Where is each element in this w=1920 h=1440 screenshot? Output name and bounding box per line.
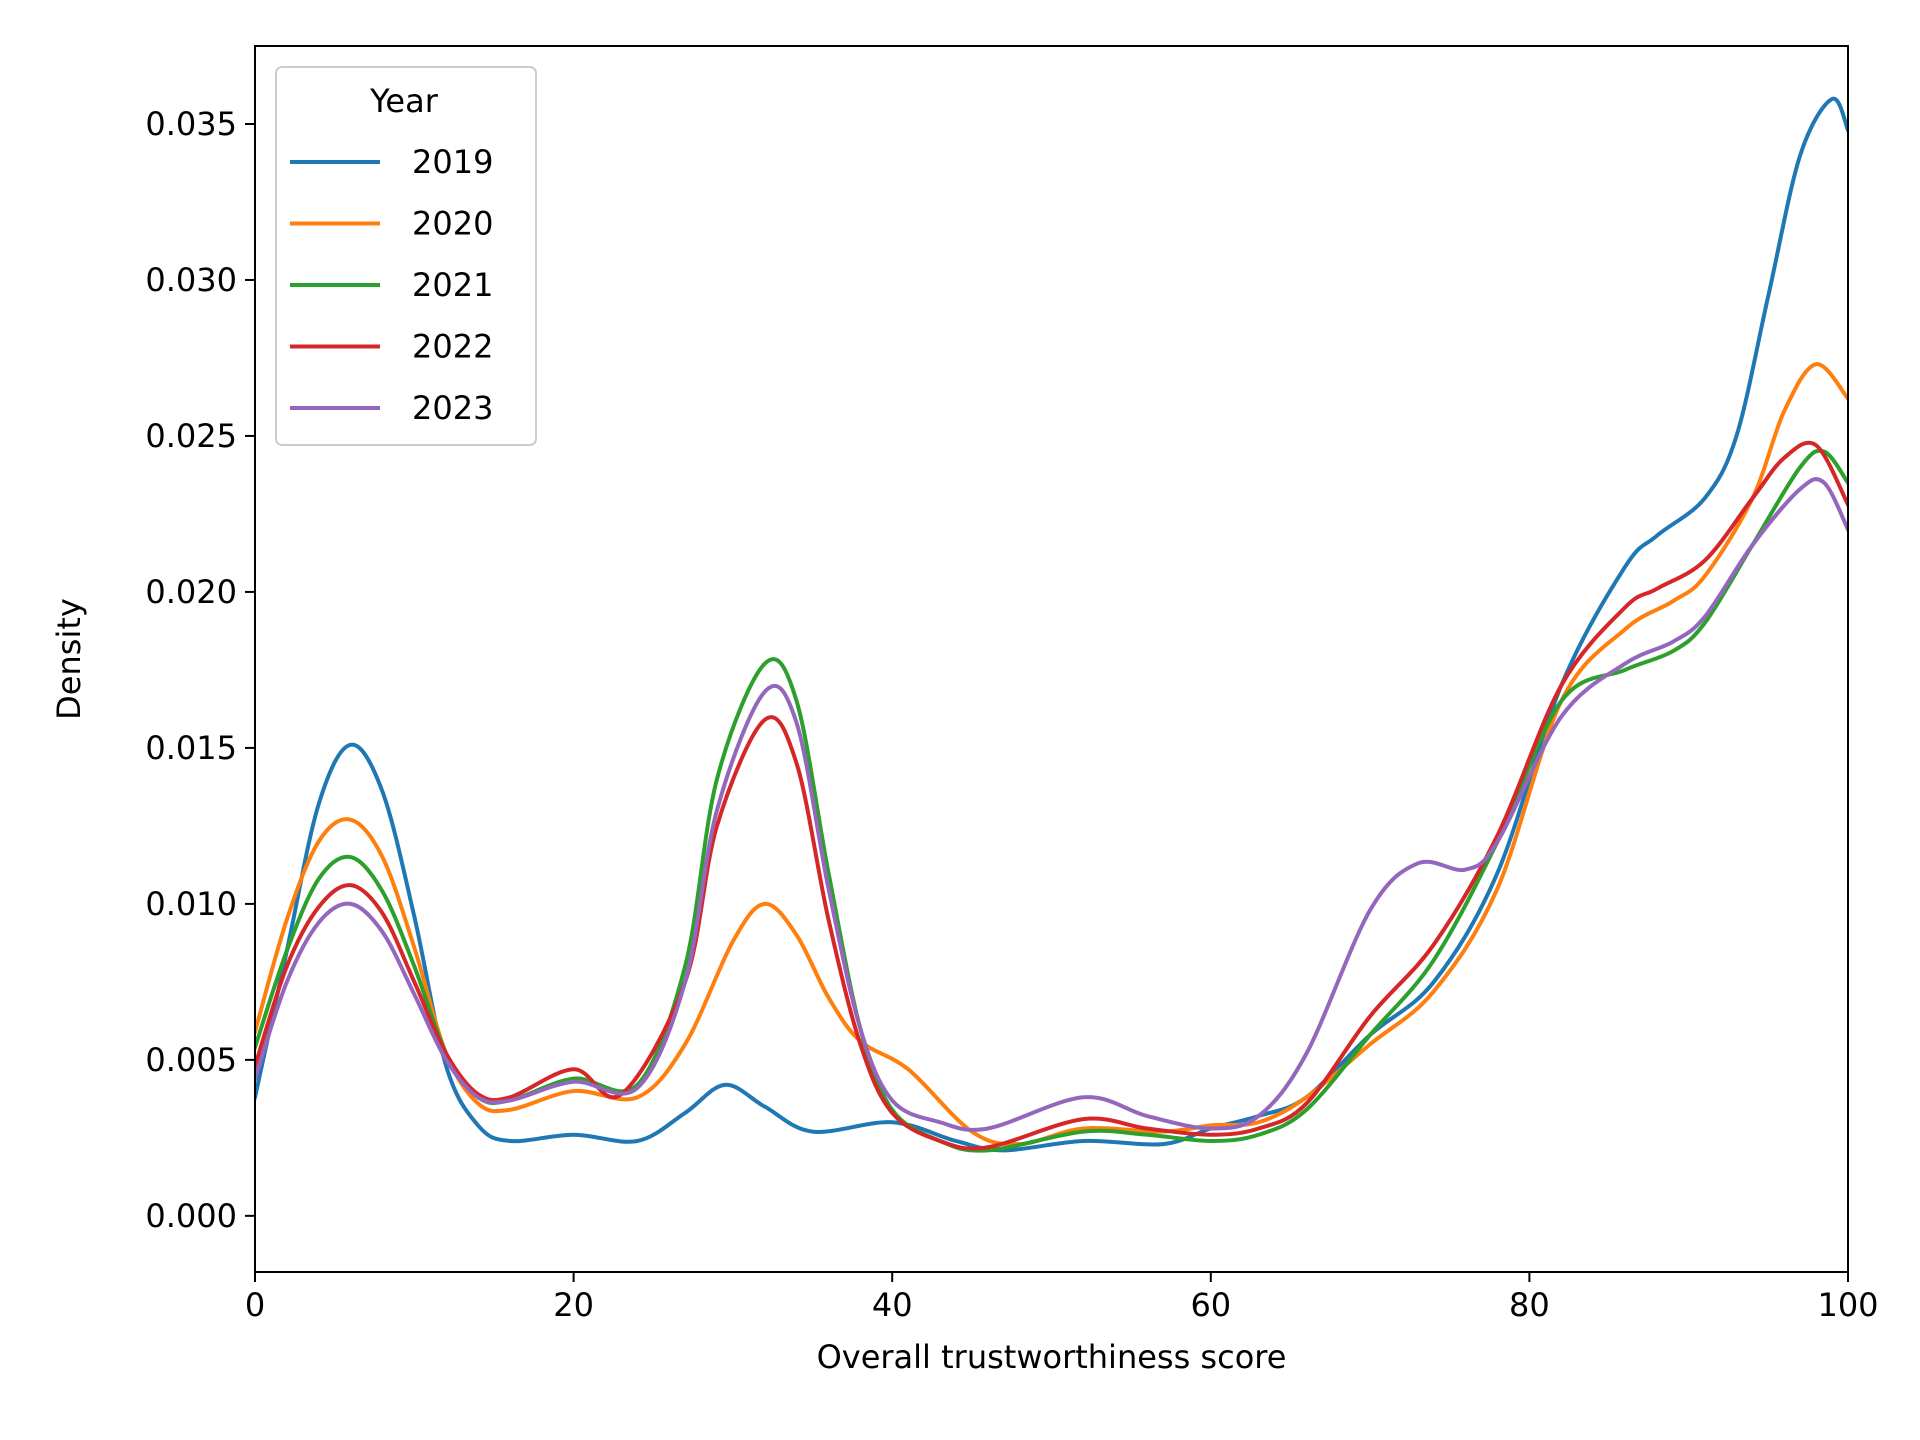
series-layer	[255, 96, 1848, 1153]
legend-label-2023: 2023	[412, 389, 493, 427]
y-tick-label: 0.020	[145, 573, 237, 611]
x-tick-label: 80	[1509, 1286, 1550, 1324]
x-axis-title: Overall trustworthiness score	[817, 1338, 1287, 1376]
legend-title: Year	[369, 82, 439, 120]
x-tick-label: 100	[1817, 1286, 1878, 1324]
series-line-2019	[255, 96, 1848, 1153]
y-axis-title: Density	[50, 598, 88, 720]
legend-label-2021: 2021	[412, 266, 493, 304]
legend-label-2020: 2020	[412, 205, 493, 243]
series-line-2022	[255, 440, 1848, 1151]
y-tick-label: 0.025	[145, 417, 237, 455]
y-tick-label: 0.000	[145, 1197, 237, 1235]
x-tick-label: 60	[1190, 1286, 1231, 1324]
x-tick-label: 20	[553, 1286, 594, 1324]
x-axis: 0 20 40 60 80 100	[245, 1272, 1879, 1324]
y-tick-label: 0.005	[145, 1041, 237, 1079]
legend-label-2022: 2022	[412, 328, 493, 366]
plot-frame	[254, 45, 1849, 1273]
legend-label-2019: 2019	[412, 143, 493, 181]
y-tick-label: 0.015	[145, 729, 237, 767]
x-tick-label: 0	[245, 1286, 265, 1324]
y-tick-label: 0.035	[145, 105, 237, 143]
series-line-2023	[255, 477, 1848, 1132]
y-tick-label: 0.010	[145, 885, 237, 923]
legend-box	[275, 66, 537, 446]
series-line-2021	[255, 448, 1848, 1153]
y-tick-label: 0.030	[145, 261, 237, 299]
series-line-2020	[255, 362, 1848, 1147]
legend: Year 2019 2020 2021 2022 2023	[275, 66, 537, 446]
y-axis: 0.000 0.005 0.010 0.015 0.020 0.025 0.030 0.035	[145, 105, 255, 1235]
x-tick-label: 40	[872, 1286, 913, 1324]
